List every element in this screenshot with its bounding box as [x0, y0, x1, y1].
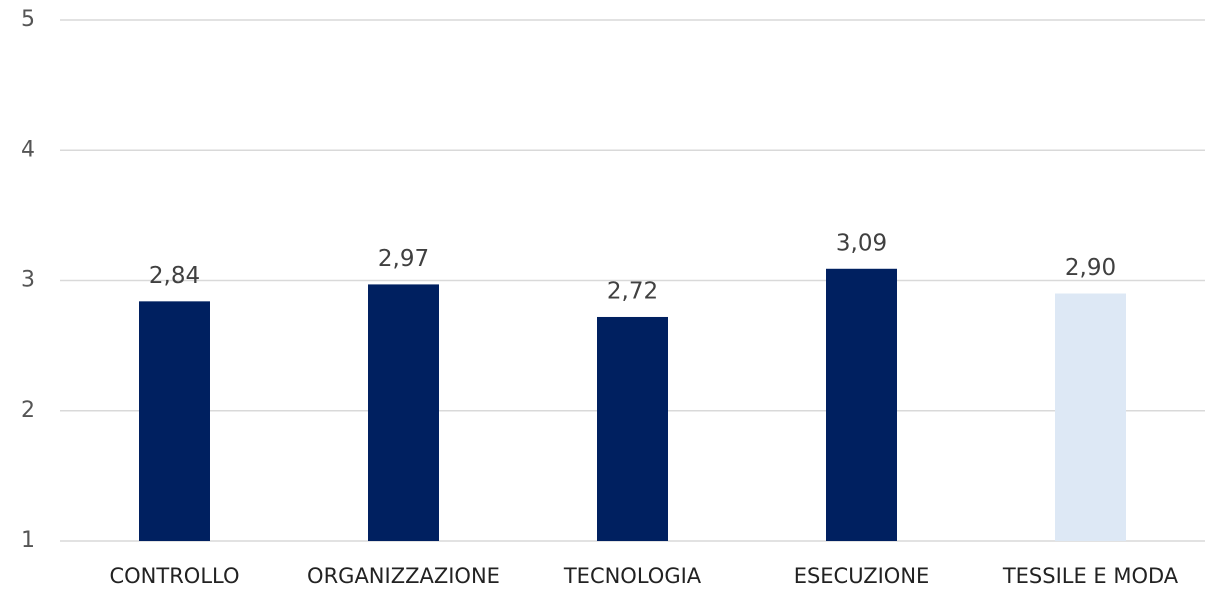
- data-label: 2,97: [378, 246, 429, 272]
- bar: [139, 301, 210, 541]
- data-label: 2,90: [1065, 255, 1116, 281]
- data-label: 3,09: [836, 230, 887, 256]
- x-tick-label: ORGANIZZAZIONE: [307, 564, 500, 588]
- x-tick-label: CONTROLLO: [109, 564, 239, 588]
- bar: [826, 268, 897, 541]
- x-tick-label: TECNOLOGIA: [563, 564, 702, 588]
- bar: [597, 316, 668, 541]
- bar: [368, 284, 439, 541]
- x-tick-label: TESSILE E MODA: [1002, 564, 1179, 588]
- y-tick-label: 5: [21, 7, 35, 32]
- y-tick-label: 3: [21, 268, 35, 293]
- data-label: 2,84: [149, 263, 200, 289]
- x-tick-label: ESECUZIONE: [794, 564, 930, 588]
- data-label: 2,72: [607, 278, 658, 304]
- bar: [1055, 293, 1126, 541]
- y-tick-label: 4: [21, 137, 35, 162]
- y-tick-label: 1: [21, 528, 35, 553]
- y-tick-label: 2: [21, 398, 35, 423]
